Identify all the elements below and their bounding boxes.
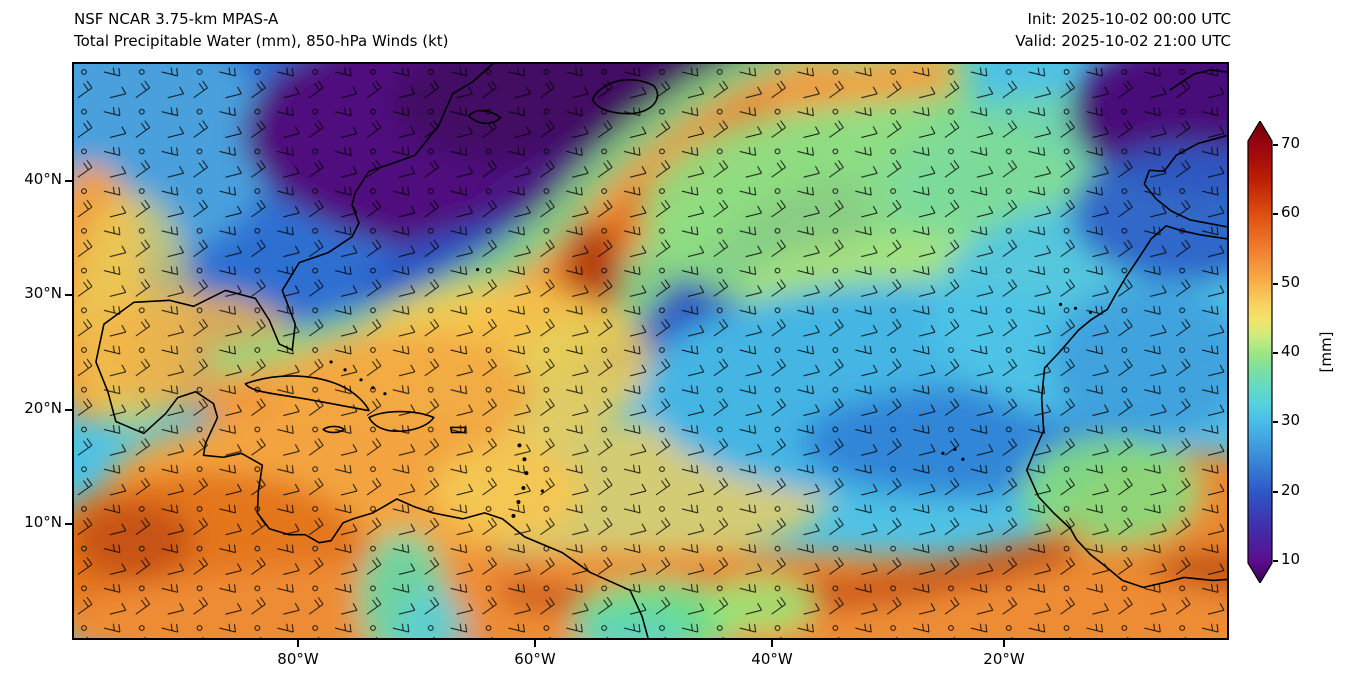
init-time: Init: 2025-10-02 00:00 UTC [1027, 10, 1231, 28]
colorbar-tick-mark [1273, 144, 1278, 146]
model-title: NSF NCAR 3.75-km MPAS-A [74, 10, 279, 28]
y-tick-mark [65, 180, 72, 182]
y-tick-label-40n: 40°N [24, 170, 62, 188]
x-tick-label-20w: 20°W [983, 650, 1025, 668]
x-tick-label-40w: 40°W [751, 650, 793, 668]
colorbar-tick-mark [1273, 421, 1278, 423]
colorbar-tick-70: 70 [1281, 134, 1301, 152]
tpw-field-canvas [74, 64, 1227, 638]
colorbar-tick-60: 60 [1281, 203, 1301, 221]
x-tick-mark [1003, 640, 1005, 647]
x-tick-mark [771, 640, 773, 647]
wind-barbs-overlay [74, 64, 1227, 638]
colorbar-tick-10: 10 [1281, 550, 1301, 568]
x-tick-label-80w: 80°W [277, 650, 319, 668]
y-tick-mark [65, 409, 72, 411]
figure-header-right: Init: 2025-10-02 00:00 UTC Valid: 2025-1… [1015, 8, 1231, 52]
colorbar-tick-40: 40 [1281, 342, 1301, 360]
x-tick-mark [297, 640, 299, 647]
y-tick-label-10n: 10°N [24, 513, 62, 531]
product-title: Total Precipitable Water (mm), 850-hPa W… [74, 32, 449, 50]
colorbar-tick-30: 30 [1281, 411, 1301, 429]
colorbar-gradient [1247, 119, 1273, 585]
colorbar-tick-mark [1273, 491, 1278, 493]
y-tick-label-30n: 30°N [24, 284, 62, 302]
colorbar-tick-mark [1273, 560, 1278, 562]
colorbar-tick-20: 20 [1281, 481, 1301, 499]
x-tick-label-60w: 60°W [514, 650, 556, 668]
colorbar-tick-mark [1273, 213, 1278, 215]
colorbar-tick-mark [1273, 283, 1278, 285]
figure-header-left: NSF NCAR 3.75-km MPAS-A Total Precipitab… [74, 8, 449, 52]
x-tick-mark [534, 640, 536, 647]
colorbar [1247, 119, 1273, 585]
y-tick-label-20n: 20°N [24, 399, 62, 417]
y-tick-mark [65, 294, 72, 296]
colorbar-tick-50: 50 [1281, 273, 1301, 291]
map-plot [72, 62, 1229, 640]
colorbar-tick-mark [1273, 352, 1278, 354]
colorbar-unit-label: [mm] [1317, 331, 1335, 373]
valid-time: Valid: 2025-10-02 21:00 UTC [1015, 32, 1231, 50]
y-tick-mark [65, 523, 72, 525]
